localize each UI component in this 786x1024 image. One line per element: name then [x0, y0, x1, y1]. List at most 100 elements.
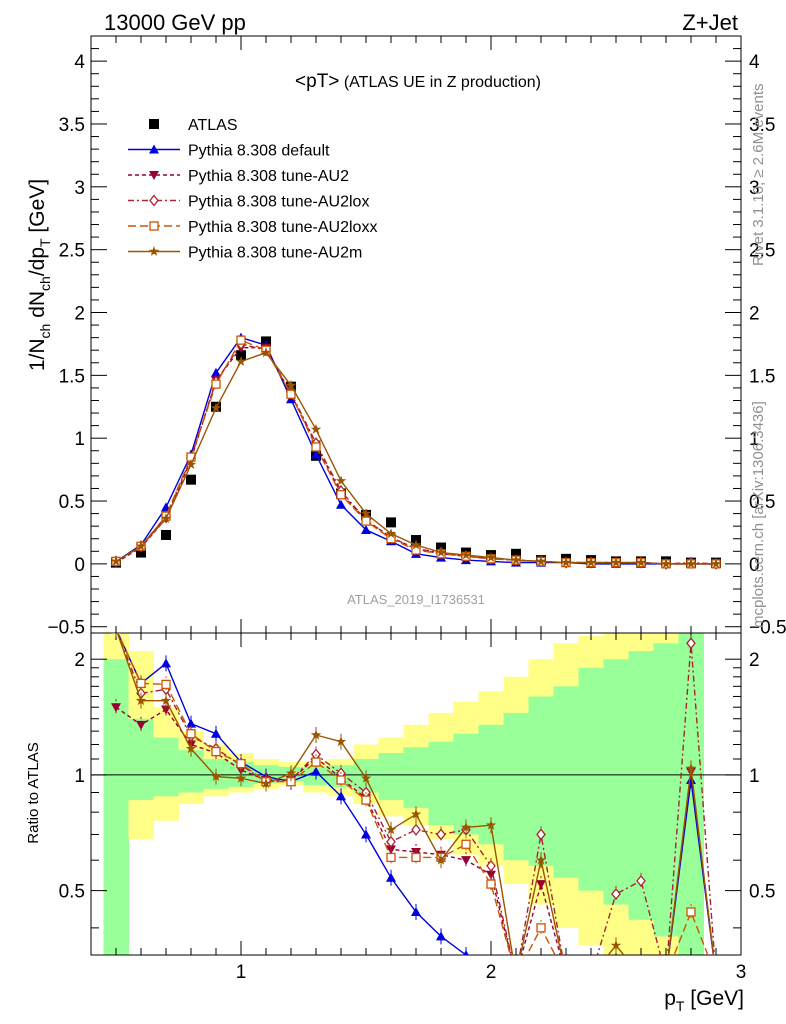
- header-right-label: Z+Jet: [682, 10, 738, 35]
- y-tick-label: 1: [74, 766, 85, 787]
- data-point: [310, 423, 322, 434]
- data-point: [410, 808, 422, 819]
- data-point: [536, 971, 546, 980]
- data-point: [360, 772, 372, 783]
- data-point: [385, 824, 397, 835]
- data-point: [211, 379, 221, 389]
- y-tick-label-right: 4: [749, 52, 760, 73]
- data-point: [435, 547, 447, 557]
- band-inner-bin: [153, 737, 179, 797]
- data-point: [411, 848, 421, 858]
- data-point: [486, 859, 496, 872]
- data-point: [560, 557, 572, 568]
- data-point: [511, 548, 521, 559]
- data-point: [110, 555, 122, 566]
- data-point: [311, 449, 321, 459]
- data-point: [186, 474, 196, 485]
- data-point: [311, 766, 321, 776]
- y-tick-label-right: 1: [749, 766, 760, 787]
- data-point: [536, 923, 546, 933]
- data-point: [635, 557, 647, 568]
- data-point: [685, 762, 697, 773]
- data-point: [536, 880, 546, 890]
- data-point: [460, 821, 472, 832]
- data-point: [561, 972, 571, 981]
- x-tick-label: 2: [486, 962, 497, 983]
- data-point: [210, 771, 222, 781]
- y-tick-label: −0.5: [47, 618, 85, 639]
- data-point: [711, 972, 721, 981]
- data-point: [611, 971, 621, 980]
- data-point: [410, 539, 422, 550]
- ratio-axes: 0.5 0.5 1 1 2 2 1 2 3: [59, 632, 775, 983]
- data-point: [310, 729, 322, 740]
- data-point: [386, 872, 396, 882]
- data-point: [660, 558, 672, 569]
- band-inner-bin: [453, 733, 479, 835]
- data-point: [286, 389, 296, 399]
- data-point: [186, 729, 196, 739]
- data-point: [211, 746, 221, 757]
- y-tick-label: 2.5: [59, 241, 85, 262]
- y-tick-label: 3.5: [59, 115, 85, 136]
- band-inner-bin: [678, 633, 704, 955]
- data-point: [111, 703, 121, 713]
- legend: ATLAS Pythia 8.308 default Pythia 8.308 tu…: [128, 117, 377, 262]
- legend-marker: [149, 194, 159, 207]
- y-tick-label-right: 0.5: [749, 882, 775, 903]
- band-inner-bin: [603, 659, 629, 905]
- data-point: [661, 972, 671, 981]
- series-line: [115, 336, 716, 565]
- y-tick-label-right: 2.5: [749, 241, 775, 262]
- legend-label: Pythia 8.308 tune-AU2lox: [188, 194, 369, 211]
- data-point: [712, 971, 720, 981]
- data-point: [161, 705, 171, 715]
- data-point: [562, 972, 570, 980]
- data-point: [585, 557, 597, 568]
- data-point: [361, 516, 371, 526]
- data-point: [210, 402, 222, 413]
- data-point: [512, 972, 520, 980]
- band-inner-bin: [578, 667, 604, 891]
- data-point: [686, 907, 696, 917]
- mcplots-label: mcplots.cern.ch [arXiv:1306.3436]: [750, 401, 767, 628]
- data-point: [311, 757, 321, 767]
- y-tick-label: 2: [74, 304, 85, 325]
- main-title-text: <pT>: [295, 71, 339, 92]
- data-point: [511, 970, 521, 980]
- data-point: [386, 835, 396, 848]
- data-point: [662, 972, 670, 980]
- analysis-label: ATLAS_2019_I1736531: [347, 592, 485, 607]
- data-point: [485, 552, 497, 562]
- y-tick-label: 1: [74, 429, 85, 450]
- data-point: [336, 775, 346, 785]
- data-point: [211, 728, 221, 738]
- data-point: [686, 774, 696, 784]
- data-point: [235, 356, 247, 366]
- data-point: [161, 658, 171, 668]
- legend-marker: [149, 221, 159, 231]
- y-tick-label: 1.5: [59, 366, 85, 387]
- band-inner-bin: [403, 747, 429, 809]
- data-point: [535, 555, 547, 566]
- data-point: [411, 823, 421, 836]
- y-tick-label-right: 0.5: [749, 492, 775, 513]
- band-inner-bin: [428, 741, 454, 826]
- data-point: [463, 950, 469, 955]
- data-point: [685, 558, 697, 569]
- data-point: [361, 524, 371, 534]
- data-point: [461, 856, 471, 866]
- data-point: [386, 517, 396, 528]
- x-tick-label: 1: [236, 962, 247, 983]
- data-point: [686, 637, 696, 650]
- data-point: [712, 972, 720, 980]
- data-point: [361, 829, 371, 839]
- ratio-series-group: [111, 633, 721, 981]
- data-point: [486, 870, 496, 880]
- y-tick-label-right: 2: [749, 650, 760, 671]
- legend-marker: [149, 171, 159, 180]
- data-point: [510, 554, 522, 565]
- data-point: [435, 854, 447, 865]
- main-axes: −0.5 −0.5 0 0 0.5 0.5 1 1 1.5 1.5 2 2 2.5 2.5 3 3 3.5 3.5…: [47, 35, 786, 639]
- y-tick-label: 0.5: [59, 882, 85, 903]
